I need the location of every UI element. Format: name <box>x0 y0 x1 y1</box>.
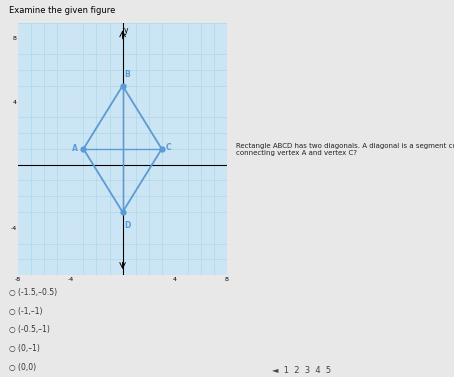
Text: ○ (-0.5,–1): ○ (-0.5,–1) <box>9 325 50 334</box>
Text: ○ (-1,–1): ○ (-1,–1) <box>9 307 43 316</box>
Text: ○ (-1.5,–0.5): ○ (-1.5,–0.5) <box>9 288 57 297</box>
Text: ◄  1  2  3  4  5: ◄ 1 2 3 4 5 <box>272 366 331 375</box>
Text: A: A <box>72 144 78 153</box>
Text: B: B <box>124 70 130 80</box>
Text: D: D <box>124 221 131 230</box>
Text: Examine the given figure: Examine the given figure <box>9 6 115 15</box>
Text: ○ (0,–1): ○ (0,–1) <box>9 344 40 353</box>
Text: Rectangle ABCD has two diagonals. A diagonal is a segment connecting the opposit: Rectangle ABCD has two diagonals. A diag… <box>236 143 454 156</box>
Text: y: y <box>124 26 129 35</box>
Text: ○ (0,0): ○ (0,0) <box>9 363 36 372</box>
Text: C: C <box>166 143 171 152</box>
